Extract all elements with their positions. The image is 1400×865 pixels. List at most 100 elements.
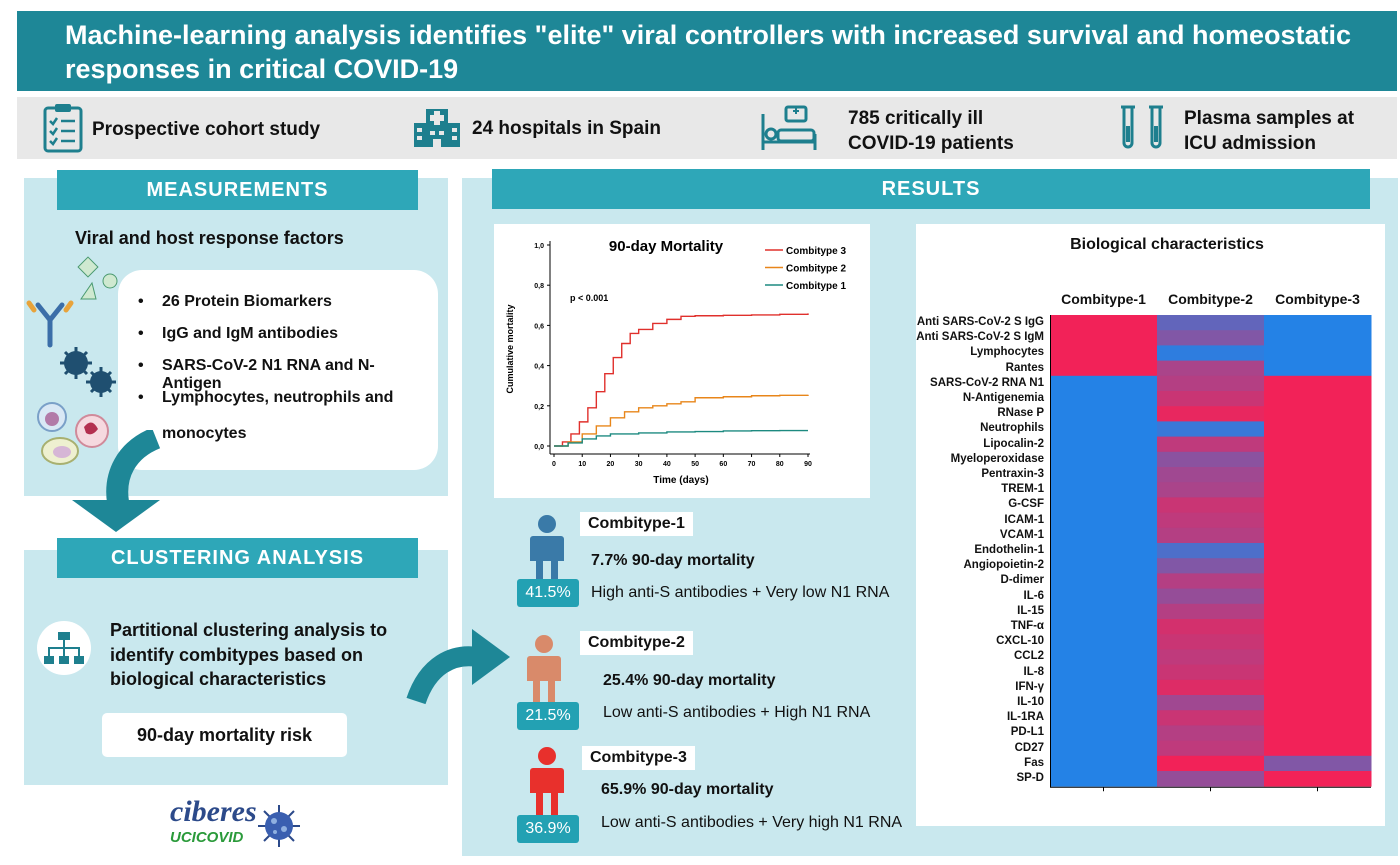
heatmap-row-label: ICAM-1 [1004,513,1044,526]
combitype-description: High anti-S antibodies + Very low N1 RNA [591,584,890,601]
heatmap-cell [1050,558,1158,574]
heatmap-cell [1157,436,1265,453]
heatmap-cell [1264,710,1372,726]
heatmap-cell [1264,497,1372,514]
measurements-subtitle: Viral and host response factors [75,228,344,248]
chart-xlabel: Time (days) [653,475,708,486]
percent-badge: 21.5% [517,702,579,730]
legend-label: Combitype 2 [786,264,846,275]
heatmap-row-label: G-CSF [1008,498,1044,511]
heatmap-row-label: IFN-γ [1015,680,1044,693]
heatmap-cell [1050,360,1158,377]
heatmap-row-label: TNF-α [1010,620,1044,632]
person-icon [530,747,564,815]
x-tick-label: 50 [691,461,699,468]
chart-ylabel: Cumulative mortality [505,304,515,393]
clustering-text-line: Partitional clustering analysis to [110,620,388,640]
heatmap-cell [1050,467,1158,483]
heatmap-row-label: IL-1RA [1006,711,1044,724]
legend-label: Combitype 3 [786,246,846,257]
heatmap-cell [1264,588,1372,605]
heatmap-cell [1157,725,1265,742]
combitype-label: Combitype-1 [580,512,693,536]
heatmap-cell [1157,603,1265,620]
heatmap-row-label: TREM-1 [1001,483,1044,496]
mortality-chart: 90-day Mortality p < 0.001 Time (days) C… [505,238,846,486]
legend-label: Combitype 1 [786,281,846,292]
series-line [554,313,809,447]
x-tick-label: 70 [748,461,756,468]
heatmap-cell [1264,451,1372,468]
clustering-text-line: biological characteristics [110,669,327,689]
heatmap-cell [1264,436,1372,453]
heatmap-cell [1157,664,1265,681]
heatmap-cell [1157,695,1265,711]
heatmap-cell [1264,725,1372,742]
x-tick-label: 30 [635,461,643,468]
heatmap-cell [1050,710,1158,726]
heatmap-cell [1157,391,1265,407]
ucicovid-logo-text: UCICOVID [170,829,244,846]
heatmap-cell [1050,421,1158,438]
heatmap-cell [1157,482,1265,498]
combitype-description: Low anti-S antibodies + High N1 RNA [603,704,871,721]
clustering-text-line: identify combitypes based on [110,644,364,665]
heatmap-cell [1264,512,1372,529]
heatmap-row-label: CD27 [1014,741,1044,754]
heatmap-cell [1264,695,1372,711]
heatmap-cell [1264,482,1372,498]
measurements-list: 26 Protein Biomarkers IgG and IgM antibo… [134,293,434,421]
heatmap-grid [1050,315,1372,792]
heatmap-row-label: CCL2 [1013,650,1044,663]
virus-logo-icon [258,805,300,847]
heatmap-cell [1050,451,1158,468]
person-icon [527,635,561,703]
heatmap-cell [1050,315,1158,331]
y-tick-label: 0,2 [534,404,544,411]
heatmap-cell [1050,482,1158,498]
heatmap-row-label: SP-D [1016,772,1044,784]
heatmap-cell [1264,619,1372,635]
heatmap-cell [1050,740,1158,757]
heatmap-cell [1050,679,1158,696]
heatmap-row-label: SARS-CoV-2 RNA N1 [930,376,1044,389]
heatmap-cell [1050,497,1158,514]
heatmap-row-label: PD-L1 [1010,726,1044,739]
heatmap-cell [1157,755,1265,772]
heatmap-cell [1050,512,1158,529]
heatmap-cell [1264,315,1372,331]
x-tick-label: 80 [776,461,784,468]
heatmap-cell [1157,527,1265,544]
heatmap-cell [1264,406,1372,422]
heatmap-title: Biological characteristics [1070,236,1264,253]
heatmap-column-label: Combitype-3 [1275,291,1360,307]
heatmap-row-label: IL-8 [1023,665,1044,678]
heatmap-cell [1157,375,1265,392]
x-tick-label: 60 [719,461,727,468]
heatmap-cell [1050,573,1158,590]
y-tick-label: 0,4 [534,364,544,371]
heatmap-cell [1264,421,1372,438]
heatmap-cell [1264,375,1372,392]
heatmap-cell [1050,345,1158,362]
title-banner [17,11,1397,91]
heatmap-cell [1264,527,1372,544]
heatmap-cell [1050,725,1158,742]
ciberes-logo-text: ciberes [170,795,257,828]
heatmap-cell [1050,634,1158,650]
heatmap-cell [1157,330,1265,346]
y-tick-label: 0,8 [534,283,544,290]
heatmap-cell [1157,649,1265,666]
heatmap-cell [1157,573,1265,590]
heatmap-cell [1157,512,1265,529]
heatmap-cell [1050,543,1158,559]
mortality-risk-box: 90-day mortality risk [102,713,347,757]
combitype-description: Low anti-S antibodies + Very high N1 RNA [601,814,903,831]
heatmap-column-label: Combitype-2 [1168,291,1253,307]
heatmap-cell [1264,740,1372,757]
heatmap-cell [1050,527,1158,544]
heatmap-cell [1050,330,1158,346]
heatmap-cell [1157,634,1265,650]
results-header: RESULTS [492,169,1370,209]
heatmap-cell [1264,649,1372,666]
